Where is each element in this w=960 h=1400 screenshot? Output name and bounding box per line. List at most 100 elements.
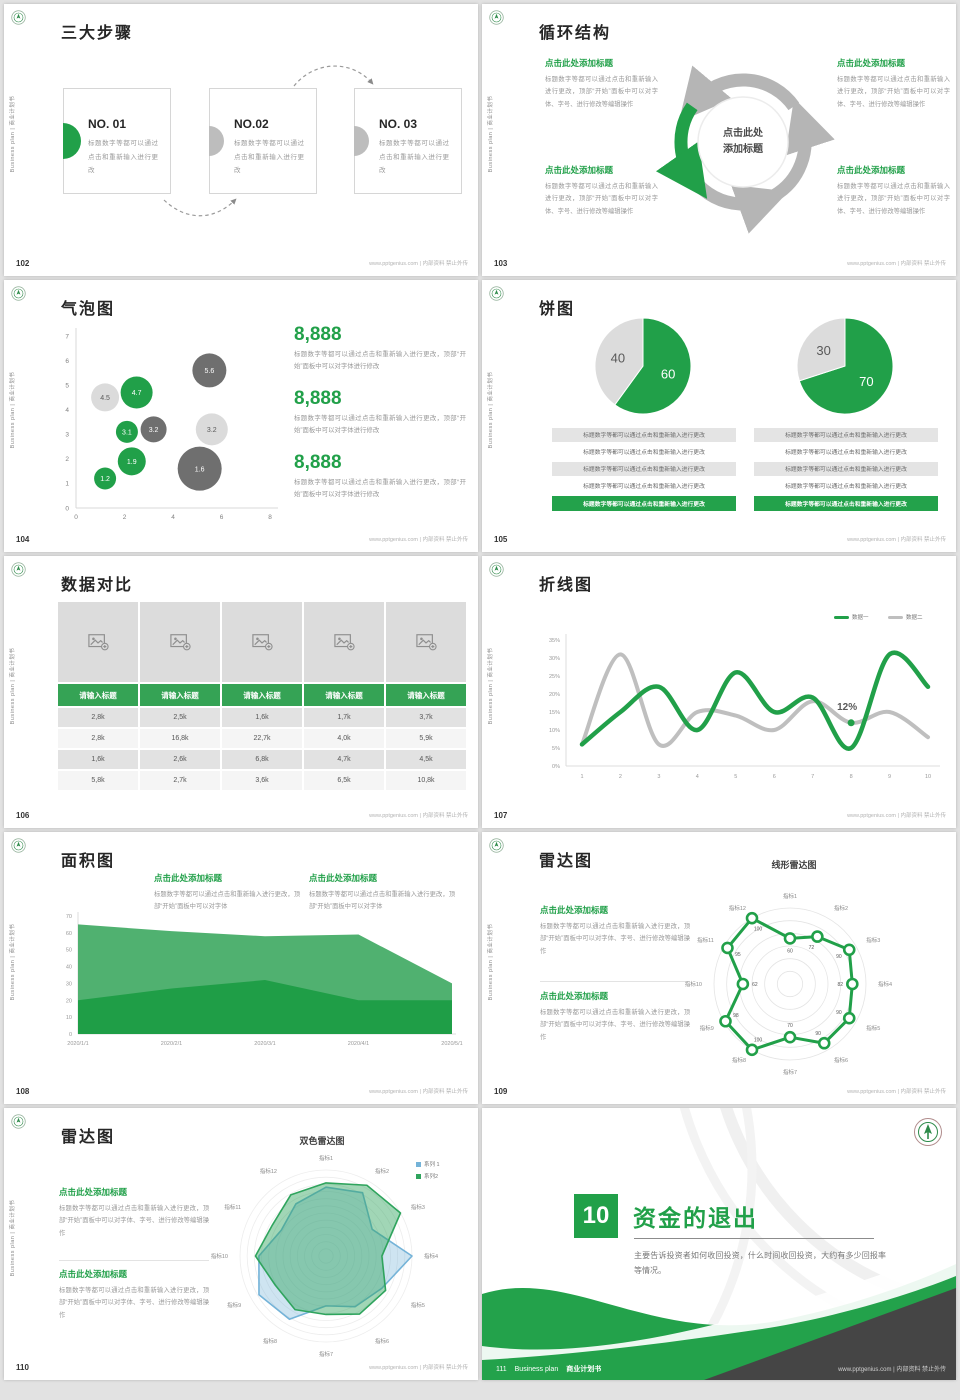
stat-value: 8,888 [294,452,342,473]
svg-text:5.6: 5.6 [205,368,215,375]
section-body: 主要告诉投资者如何收回投资，什么时间收回投资，大约有多少回报率等情况。 [634,1251,886,1276]
section-title: 资金的退出 [633,1205,758,1231]
svg-text:90: 90 [836,1010,842,1016]
cycle-block-top-right[interactable]: 点击此处添加标题 标题数字等都可以通过点击和重新输入进行更改，顶部“开始”面板中… [837,57,950,111]
svg-text:7: 7 [65,333,69,340]
block-heading: 点击此处添加标题 [837,58,906,68]
pie-caption-row: 标题数字等都可以通过点击和重新输入进行更改 [785,450,907,457]
step-halfdisc-icon [209,126,224,156]
slide-109-radar-line[interactable]: Business plan | 商业计划书 雷达图 线形雷达图 点击此处添加标题… [482,832,956,1104]
pie-chart-right: 70 30 [796,317,894,415]
cycle-block-top-left[interactable]: 点击此处添加标题 标题数字等都可以通过点击和重新输入进行更改，顶部“开始”面板中… [545,57,658,111]
area-block-1[interactable]: 点击此处添加标题 标题数字等都可以通过点击和重新输入进行更改，顶部“开始”面板中… [154,872,300,914]
svg-text:指标7: 指标7 [319,1350,333,1358]
school-emblem-icon [489,838,504,853]
image-placeholder-icon[interactable] [140,602,220,682]
slide-107-line[interactable]: Business plan | 商业计划书 折线图 数据一 数据二 0% 5% 10… [482,556,956,828]
svg-text:指标1: 指标1 [783,892,797,900]
stat-block-1[interactable]: 8,888 标题数字等都可以通过点击和重新输入进行更改，顶部“开始”面板中可以对… [294,324,466,373]
page-number: 109 [494,1087,508,1096]
svg-text:指标7: 指标7 [783,1068,797,1076]
slide-103-cycle[interactable]: Business plan | 商业计划书 循环结构 点击此处添加标题 标题数字… [482,4,956,276]
pie-caption-row: 标题数字等都可以通过点击和重新输入进行更改 [785,484,907,491]
svg-text:4: 4 [696,774,699,780]
radar-block-1[interactable]: 点击此处添加标题 标题数字等都可以通过点击和重新输入进行更改，顶部“开始”面板中… [540,904,690,958]
svg-text:3.2: 3.2 [207,427,217,434]
image-placeholder-icon[interactable] [58,602,138,682]
svg-text:25%: 25% [549,674,560,680]
legend-label: 数据二 [906,615,923,621]
svg-text:90: 90 [836,954,842,960]
table-data-cell: 2,8k [58,729,138,748]
svg-text:6: 6 [220,514,224,521]
cycle-block-bottom-right[interactable]: 点击此处添加标题 标题数字等都可以通过点击和重新输入进行更改，顶部“开始”面板中… [837,164,950,218]
table-data-cell: 6,5k [304,771,384,790]
svg-text:指标11: 指标11 [224,1203,241,1211]
step-card-3[interactable]: NO. 03 标题数字等都可以通过点击和重新输入进行更改 [354,88,462,194]
svg-text:指标3: 指标3 [411,1203,425,1211]
page-number: 102 [16,259,30,268]
svg-text:0: 0 [65,505,69,512]
image-placeholder-icon[interactable] [304,602,384,682]
page-title: 数据对比 [61,577,134,594]
slide-108-area[interactable]: Business plan | 商业计划书 面积图 点击此处添加标题 标题数字等… [4,832,478,1104]
svg-text:1.9: 1.9 [127,459,137,466]
image-placeholder-icon[interactable] [222,602,302,682]
slide-104-bubble[interactable]: Business plan | 商业计划书 气泡图 0 1 2 3 4 5 6 7 0 2 4 6 8 4… [4,280,478,552]
pie-caption-row: 标题数字等都可以通过点击和重新输入进行更改 [552,462,736,476]
svg-text:指标8: 指标8 [732,1056,746,1064]
stat-block-2[interactable]: 8,888 标题数字等都可以通过点击和重新输入进行更改，顶部“开始”面板中可以对… [294,388,466,437]
legend-label: 系列2 [424,1174,439,1180]
svg-text:6: 6 [65,358,69,365]
divider-footer-brand: 111 Business plan 商业计划书 [496,1364,601,1374]
divider-line [59,1260,209,1261]
footer-note: www.pptgenius.com | 内部资料 禁止外传 [838,1367,946,1373]
pie-caption-row: 标题数字等都可以通过点击和重新输入进行更改 [583,450,705,457]
footer-note: www.pptgenius.com | 内部资料 禁止外传 [847,261,946,267]
table-data-cell: 2,5k [140,708,220,727]
table-data-cell: 22,7k [222,729,302,748]
slide-105-pie[interactable]: Business plan | 商业计划书 饼图 60 40 70 30 标题数字等… [482,280,956,552]
stat-value: 8,888 [294,388,342,409]
cycle-block-bottom-left[interactable]: 点击此处添加标题 标题数字等都可以通过点击和重新输入进行更改，顶部“开始”面板中… [545,164,658,218]
school-emblem-icon [913,1117,943,1147]
footer-note: www.pptgenius.com | 内部资料 禁止外传 [847,537,946,543]
svg-text:20: 20 [66,998,72,1004]
step-body: 标题数字等都可以通过点击和重新输入进行更改 [234,140,304,175]
cycle-center-title[interactable]: 点击此处添加标题 [723,128,763,155]
table-data-cell: 4,7k [304,750,384,769]
table-data-cell: 1,7k [304,708,384,727]
image-placeholder-icon[interactable] [386,602,466,682]
page-title: 气泡图 [61,301,116,318]
svg-text:1: 1 [65,481,69,488]
svg-text:35%: 35% [549,638,560,644]
area-block-2[interactable]: 点击此处添加标题 标题数字等都可以通过点击和重新输入进行更改，顶部“开始”面板中… [309,872,455,914]
step-halfdisc-icon [63,123,81,159]
slide-102-steps[interactable]: Business plan | 商业计划书 三大步骤 NO. 01 标题数字等都… [4,4,478,276]
svg-text:指标5: 指标5 [866,1024,880,1032]
step-card-2[interactable]: NO.02 标题数字等都可以通过点击和重新输入进行更改 [209,88,317,194]
radar-block-1[interactable]: 点击此处添加标题 标题数字等都可以通过点击和重新输入进行更改，顶部“开始”面板中… [59,1186,209,1240]
block-body: 标题数字等都可以通过点击和重新输入进行更改，顶部“开始”面板中可以对字体、字号、… [540,923,690,955]
pie-caption-row: 标题数字等都可以通过点击和重新输入进行更改 [754,496,938,511]
svg-text:70: 70 [787,1023,793,1029]
legend-series-2: 系列2 [416,1172,438,1180]
slide-106-table[interactable]: Business plan | 商业计划书 数据对比 请输入标题 请输入标题 请输入… [4,556,478,828]
table-header-cell: 请输入标题 [140,684,220,706]
block-body: 标题数字等都可以通过点击和重新输入进行更改，顶部“开始”面板中可以对字体、字号、… [540,1009,690,1041]
page-title: 折线图 [539,577,594,594]
radar-block-2[interactable]: 点击此处添加标题 标题数字等都可以通过点击和重新输入进行更改，顶部“开始”面板中… [59,1268,209,1322]
stat-block-3[interactable]: 8,888 标题数字等都可以通过点击和重新输入进行更改，顶部“开始”面板中可以对… [294,452,466,501]
block-heading: 点击此处添加标题 [545,165,614,175]
school-emblem-icon [11,562,26,577]
svg-text:40: 40 [66,965,72,971]
block-body: 标题数字等都可以通过点击和重新输入进行更改，顶部“开始”面板中可以对字体、字号、… [837,183,950,215]
stat-body: 标题数字等都可以通过点击和重新输入进行更改，顶部“开始”面板中可以对字体进行修改 [294,351,466,371]
svg-text:2: 2 [65,456,69,463]
svg-text:4.5: 4.5 [100,395,110,402]
step-card-1[interactable]: NO. 01 标题数字等都可以通过点击和重新输入进行更改 [63,88,171,194]
side-label: Business plan | 商业计划书 [10,371,16,449]
slide-110-radar-dual[interactable]: Business plan | 商业计划书 雷达图 双色雷达图 系列 1 系列2… [4,1108,478,1380]
slide-111-divider[interactable]: 10 资金的退出 主要告诉投资者如何收回投资，什么时间收回投资，大约有多少回报率… [482,1108,956,1380]
radar-block-2[interactable]: 点击此处添加标题 标题数字等都可以通过点击和重新输入进行更改，顶部“开始”面板中… [540,990,690,1044]
